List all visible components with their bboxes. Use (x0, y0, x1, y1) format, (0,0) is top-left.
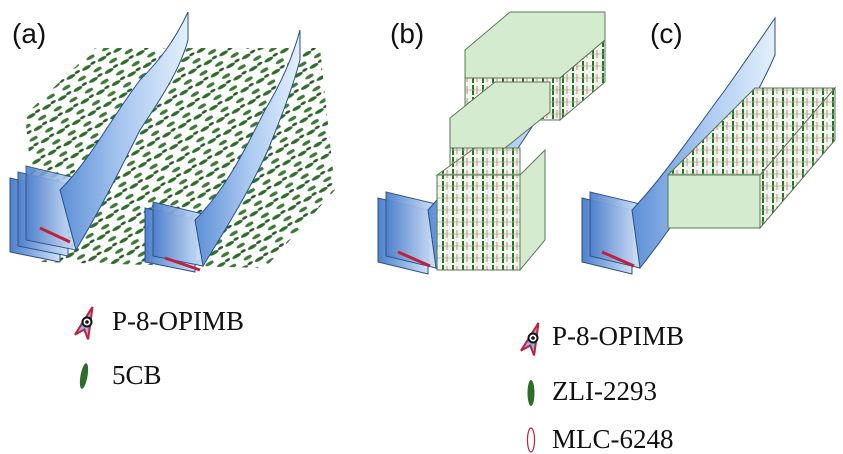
panel-label-a: (a) (12, 18, 47, 49)
green-ellipse-molecule-icon (527, 380, 535, 406)
smectic-blocks-b (435, 11, 606, 272)
legend-bc-item-1: P-8-OPIMB (552, 321, 685, 351)
smectic-block-c (666, 86, 837, 230)
green-ellipse-molecule-icon (79, 363, 89, 389)
panel-c-illustration (581, 16, 837, 275)
legend-bc-item-2: ZLI-2293 (552, 376, 657, 406)
pink-ellipse-molecule-icon (526, 427, 536, 453)
panel-label-b: (b) (390, 18, 425, 49)
legend-a-item-2: 5CB (112, 360, 162, 390)
bent-core-molecule-icon (74, 306, 94, 340)
panel-b-illustration (377, 11, 606, 275)
nematic-region-a (25, 48, 335, 268)
legend-bc-item-3: MLC-6248 (552, 424, 674, 454)
panel-a-illustration (9, 11, 335, 273)
bent-core-molecule-icon (520, 322, 540, 356)
helix-stack-a-right (144, 29, 301, 273)
panel-label-c: (c) (650, 18, 683, 49)
helix-stack-a-left (9, 11, 189, 263)
legend-a-item-1: P-8-OPIMB (112, 306, 245, 336)
